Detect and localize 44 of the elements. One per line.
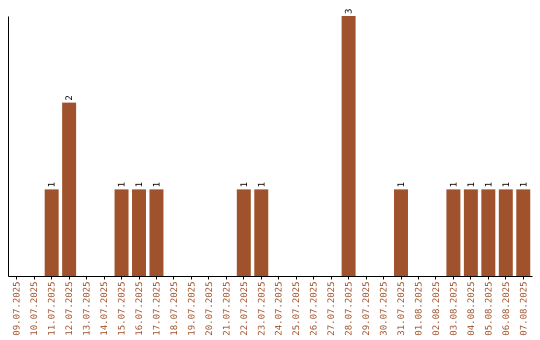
x-tick-label: 25.07.2025 xyxy=(292,282,302,336)
x-tick-label: 30.07.2025 xyxy=(380,282,390,336)
data-label: 1 xyxy=(257,182,268,188)
x-tick-label: 07.08.2025 xyxy=(519,282,530,336)
x-tick-label: 04.08.2025 xyxy=(466,282,477,336)
x-tick-label: 29.07.2025 xyxy=(362,282,372,336)
data-label: 1 xyxy=(466,182,477,188)
x-tick-label: 26.07.2025 xyxy=(310,282,320,336)
data-label: 1 xyxy=(484,182,494,188)
x-tick-label: 18.07.2025 xyxy=(170,282,180,336)
data-label: 1 xyxy=(502,182,512,188)
data-label: 1 xyxy=(449,182,460,188)
data-label: 3 xyxy=(344,8,355,14)
data-label: 1 xyxy=(135,182,145,188)
data-label: 1 xyxy=(152,182,162,188)
x-tick-label: 13.07.2025 xyxy=(82,282,93,336)
x-tick-label: 12.07.2025 xyxy=(65,282,76,336)
x-tick-label: 20.07.2025 xyxy=(204,282,215,336)
x-tick-label: 24.07.2025 xyxy=(274,282,285,336)
data-label: 1 xyxy=(48,182,58,188)
x-tick-label: 05.08.2025 xyxy=(484,282,494,336)
x-tick-label: 28.07.2025 xyxy=(344,282,355,336)
x-tick-label: 17.07.2025 xyxy=(152,282,162,336)
x-tick-label: 02.08.2025 xyxy=(432,282,442,336)
x-tick-label: 09.07.2025 xyxy=(12,282,23,336)
x-tick-label: 01.08.2025 xyxy=(414,282,424,336)
x-tick-label: 16.07.2025 xyxy=(135,282,145,336)
data-label: 2 xyxy=(65,95,76,101)
x-tick-label: 10.07.2025 xyxy=(30,282,40,336)
x-tick-label: 15.07.2025 xyxy=(118,282,128,336)
x-tick-label: 19.07.2025 xyxy=(187,282,198,336)
x-tick-label: 23.07.2025 xyxy=(257,282,268,336)
x-tick-label: 27.07.2025 xyxy=(327,282,338,336)
x-tick-label: 31.07.2025 xyxy=(397,282,407,336)
x-tick-label: 21.07.2025 xyxy=(222,282,232,336)
data-label: 1 xyxy=(519,182,530,188)
x-tick-label: 03.08.2025 xyxy=(449,282,460,336)
data-label: 1 xyxy=(397,182,407,188)
x-tick-label: 11.07.2025 xyxy=(48,282,58,336)
data-label: 1 xyxy=(118,182,128,188)
x-tick-label: 22.07.2025 xyxy=(240,282,250,336)
x-tick-label: 06.08.2025 xyxy=(502,282,512,336)
data-label: 1 xyxy=(240,182,250,188)
x-tick-label: 14.07.2025 xyxy=(100,282,110,336)
